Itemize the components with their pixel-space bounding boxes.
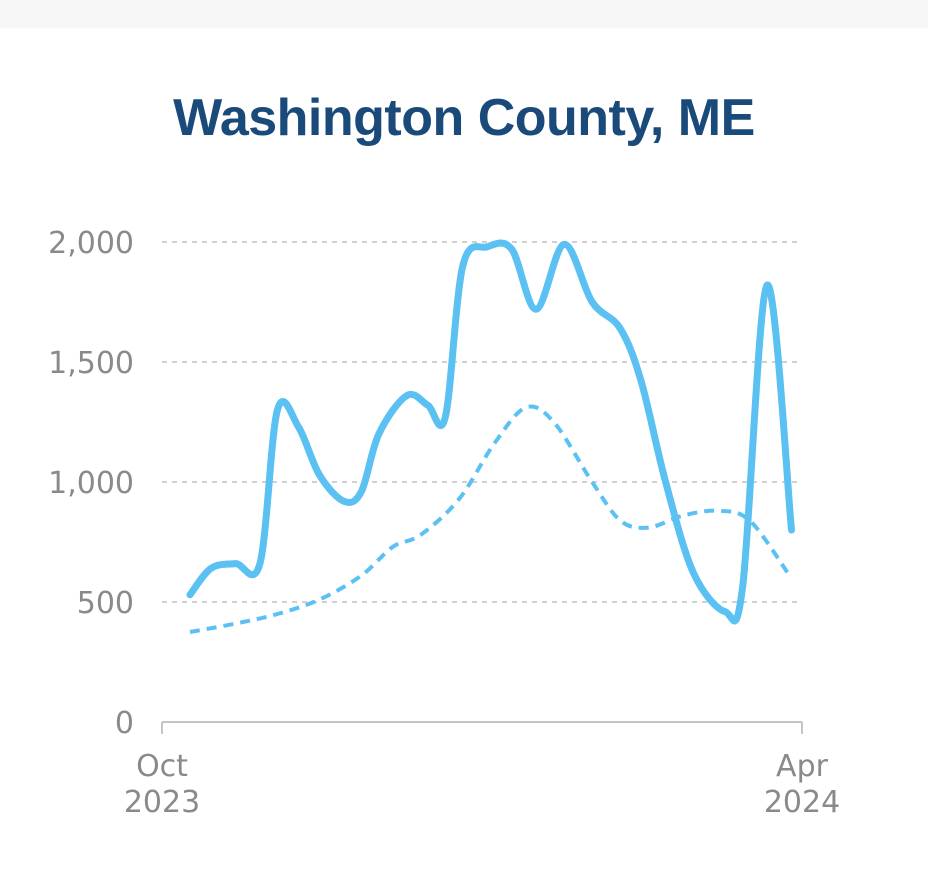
- series-line-dashed: [189, 404, 790, 634]
- y-tick-label: 0: [115, 706, 134, 741]
- chart-title: Washington County, ME: [173, 89, 755, 147]
- x-tick-label-month: Apr: [776, 749, 829, 784]
- series-lines: [186, 239, 796, 634]
- y-tick-label: 500: [77, 586, 134, 621]
- y-tick-label: 1,500: [48, 346, 134, 381]
- x-tick-label-month: Oct: [136, 749, 188, 784]
- x-tick-label-year: 2024: [764, 785, 840, 820]
- y-tick-label: 2,000: [48, 226, 134, 261]
- grid-lines: [162, 241, 802, 603]
- top-bar: [0, 0, 928, 28]
- y-tick-label: 1,000: [48, 466, 134, 501]
- x-tick-label-year: 2023: [124, 785, 200, 820]
- y-axis-ticks: 0 500 1,000 1,500 2,000: [48, 226, 134, 741]
- series-line-solid: [186, 239, 796, 625]
